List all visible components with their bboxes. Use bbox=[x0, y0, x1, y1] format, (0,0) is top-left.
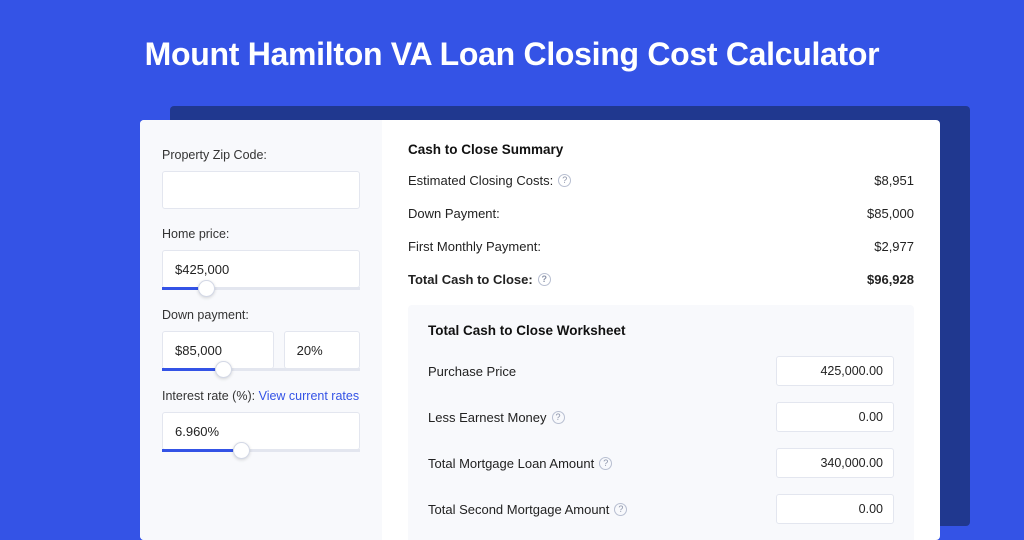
worksheet-label: Total Second Mortgage Amount bbox=[428, 502, 609, 517]
home-price-field-group: Home price: bbox=[162, 227, 360, 290]
inputs-panel: Property Zip Code: Home price: Down paym… bbox=[140, 120, 382, 540]
worksheet-heading: Total Cash to Close Worksheet bbox=[428, 323, 894, 338]
slider-fill bbox=[162, 368, 215, 371]
summary-value: $2,977 bbox=[874, 239, 914, 254]
summary-row-first-payment: First Monthly Payment: $2,977 bbox=[408, 239, 914, 254]
interest-rate-field-group: Interest rate (%): View current rates bbox=[162, 389, 360, 452]
zip-label: Property Zip Code: bbox=[162, 148, 360, 162]
worksheet-row-earnest-money: Less Earnest Money ? bbox=[428, 402, 894, 432]
summary-row-total: Total Cash to Close: ? $96,928 bbox=[408, 272, 914, 287]
summary-total-label: Total Cash to Close: bbox=[408, 272, 533, 287]
summary-total-value: $96,928 bbox=[867, 272, 914, 287]
interest-rate-label-text: Interest rate (%): bbox=[162, 389, 255, 403]
slider-thumb[interactable] bbox=[215, 361, 232, 378]
help-icon[interactable]: ? bbox=[614, 503, 627, 516]
home-price-input[interactable] bbox=[162, 250, 360, 288]
calculator-card: Property Zip Code: Home price: Down paym… bbox=[140, 120, 940, 540]
summary-label: Down Payment: bbox=[408, 206, 500, 221]
worksheet-input-earnest-money[interactable] bbox=[776, 402, 894, 432]
home-price-slider[interactable] bbox=[162, 287, 360, 290]
results-panel: Cash to Close Summary Estimated Closing … bbox=[382, 120, 940, 540]
worksheet-row-second-mortgage: Total Second Mortgage Amount ? bbox=[428, 494, 894, 524]
help-icon[interactable]: ? bbox=[538, 273, 551, 286]
help-icon[interactable]: ? bbox=[552, 411, 565, 424]
interest-rate-label: Interest rate (%): View current rates bbox=[162, 389, 360, 403]
summary-value: $85,000 bbox=[867, 206, 914, 221]
zip-input[interactable] bbox=[162, 171, 360, 209]
summary-row-closing-costs: Estimated Closing Costs: ? $8,951 bbox=[408, 173, 914, 188]
zip-field-group: Property Zip Code: bbox=[162, 148, 360, 209]
worksheet-input-purchase-price[interactable] bbox=[776, 356, 894, 386]
down-payment-slider[interactable] bbox=[162, 368, 360, 371]
worksheet-input-mortgage-amount[interactable] bbox=[776, 448, 894, 478]
help-icon[interactable]: ? bbox=[558, 174, 571, 187]
slider-thumb[interactable] bbox=[198, 280, 215, 297]
help-icon[interactable]: ? bbox=[599, 457, 612, 470]
interest-rate-input[interactable] bbox=[162, 412, 360, 450]
worksheet-label: Less Earnest Money bbox=[428, 410, 547, 425]
worksheet-panel: Total Cash to Close Worksheet Purchase P… bbox=[408, 305, 914, 540]
summary-label: First Monthly Payment: bbox=[408, 239, 541, 254]
down-payment-label: Down payment: bbox=[162, 308, 360, 322]
down-payment-pct-input[interactable] bbox=[284, 331, 360, 369]
summary-heading: Cash to Close Summary bbox=[408, 142, 914, 157]
down-payment-field-group: Down payment: bbox=[162, 308, 360, 371]
worksheet-input-second-mortgage[interactable] bbox=[776, 494, 894, 524]
home-price-label: Home price: bbox=[162, 227, 360, 241]
slider-thumb[interactable] bbox=[233, 442, 250, 459]
worksheet-row-purchase-price: Purchase Price bbox=[428, 356, 894, 386]
page-title: Mount Hamilton VA Loan Closing Cost Calc… bbox=[0, 0, 1024, 101]
slider-fill bbox=[162, 287, 198, 290]
summary-row-down-payment: Down Payment: $85,000 bbox=[408, 206, 914, 221]
slider-fill bbox=[162, 449, 233, 452]
interest-rate-slider[interactable] bbox=[162, 449, 360, 452]
worksheet-label: Purchase Price bbox=[428, 364, 516, 379]
worksheet-label: Total Mortgage Loan Amount bbox=[428, 456, 594, 471]
view-rates-link[interactable]: View current rates bbox=[259, 389, 360, 403]
worksheet-row-mortgage-amount: Total Mortgage Loan Amount ? bbox=[428, 448, 894, 478]
summary-value: $8,951 bbox=[874, 173, 914, 188]
summary-label: Estimated Closing Costs: bbox=[408, 173, 553, 188]
